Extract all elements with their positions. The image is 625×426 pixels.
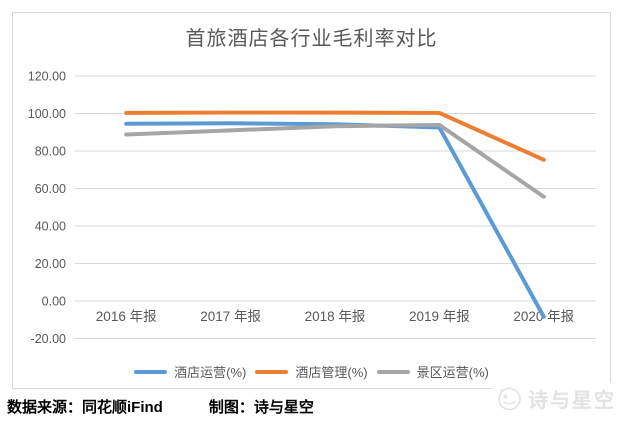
chart-title: 首旅酒店各行业毛利率对比 <box>185 28 438 50</box>
legend-item: 景区运营(%) <box>376 362 489 381</box>
chart-legend: 酒店运营(%) 酒店管理(%) 景区运营(%) <box>13 362 610 381</box>
legend-swatch <box>255 369 289 374</box>
x-axis-category-label: 2017 年报 <box>200 309 261 324</box>
y-axis-tick-label: 40.00 <box>35 220 66 234</box>
y-axis-tick-label: 0.00 <box>42 295 66 309</box>
series-line-酒店管理(%) <box>124 110 546 162</box>
chart-credit-label: 制图：诗与星空 <box>208 399 314 416</box>
series-line-酒店运营(%) <box>124 121 546 319</box>
legend-label: 酒店运营(%) <box>174 365 247 380</box>
data-source-label: 数据来源：同花顺iFind <box>7 399 163 416</box>
y-axis-tick-label: 100.00 <box>28 107 66 121</box>
x-axis-category-label: 2019 年报 <box>409 309 470 324</box>
watermark: 诗与星空 <box>492 383 620 414</box>
plot-area: 120.00 100.00 80.00 60.00 40.00 20.00 0.00 -20.… <box>28 70 596 346</box>
y-axis-tick-label: 120.00 <box>28 70 66 84</box>
watermark-text: 诗与星空 <box>528 390 616 412</box>
legend-item: 酒店管理(%) <box>255 362 368 381</box>
legend-swatch <box>376 369 410 374</box>
y-axis-tick-label: 80.00 <box>35 145 66 159</box>
chart-card: 首旅酒店各行业毛利率对比 120.00 100.00 80.00 60.00 40.00… <box>12 12 611 389</box>
y-axis-tick-label: 20.00 <box>35 257 66 271</box>
y-axis-tick-label: 60.00 <box>35 182 66 196</box>
y-axis-tick-label: -20.00 <box>31 332 66 346</box>
legend-item: 酒店运营(%) <box>134 362 246 381</box>
footer-line: 数据来源：同花顺iFind 制图：诗与星空 <box>7 396 314 417</box>
watermark-logo-icon <box>498 387 521 411</box>
legend-label: 景区运营(%) <box>416 365 489 380</box>
x-axis-category-label: 2016 年报 <box>96 309 157 324</box>
legend-label: 酒店管理(%) <box>295 365 368 380</box>
series-line-景区运营(%) <box>124 122 546 199</box>
legend-swatch <box>134 369 168 374</box>
x-axis-category-label: 2018 年报 <box>305 309 366 324</box>
